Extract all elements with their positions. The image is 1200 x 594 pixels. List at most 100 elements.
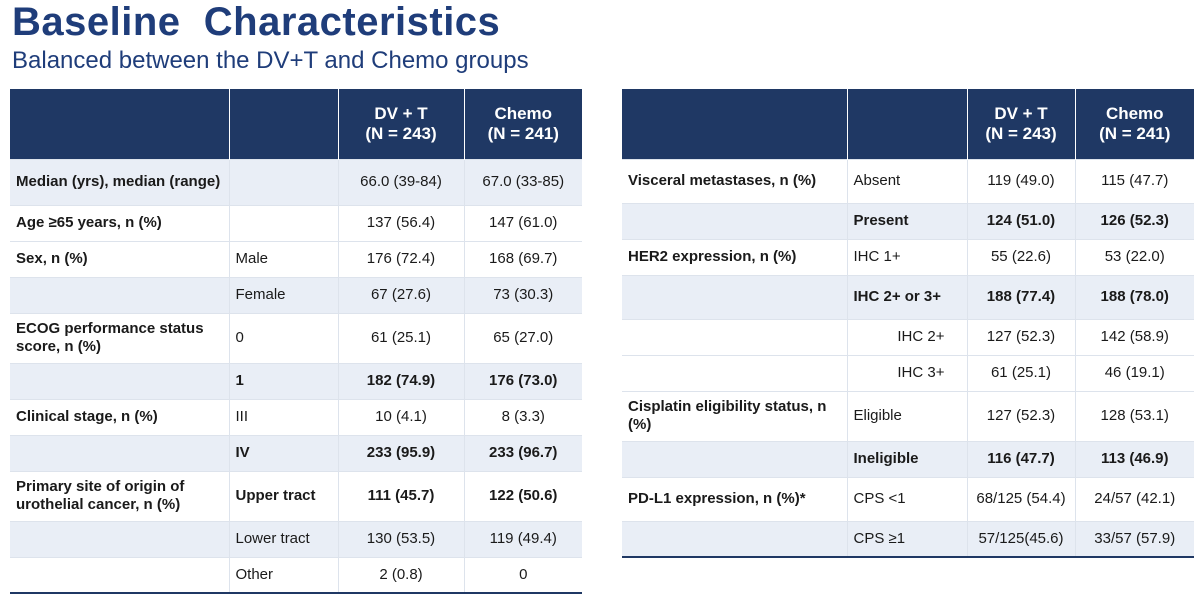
row-chemo-value: 122 (50.6): [463, 470, 582, 521]
table-row: Lower tract 130 (53.5) 119 (49.4): [10, 520, 582, 557]
row-category: IHC 1+: [846, 238, 967, 275]
row-label: ECOG performance status score, n (%): [10, 312, 229, 363]
slide-subtitle: Balanced between the DV+T and Chemo grou…: [12, 47, 529, 74]
row-chemo-value: 65 (27.0): [463, 312, 582, 363]
row-chemo-value: 33/57 (57.9): [1074, 520, 1194, 558]
row-label: [10, 434, 229, 471]
row-category: Female: [228, 276, 338, 313]
slide-title: Baseline Characteristics: [12, 0, 501, 44]
row-label: [622, 318, 847, 355]
row-chemo-value: 67.0 (33-85): [463, 158, 582, 205]
row-category: IHC 2+: [846, 318, 967, 355]
table-row: Other 2 (0.8) 0: [10, 556, 582, 594]
row-dvt-value: 119 (49.0): [966, 158, 1075, 203]
row-dvt-value: 188 (77.4): [966, 274, 1075, 319]
row-category: Upper tract: [228, 470, 338, 521]
row-dvt-value: 111 (45.7): [337, 470, 464, 521]
table-row: IHC 2+ 127 (52.3) 142 (58.9): [622, 318, 1194, 355]
header-chemo-n: (N = 241): [1099, 123, 1171, 143]
row-dvt-value: 2 (0.8): [337, 556, 464, 594]
row-dvt-value: 61 (25.1): [337, 312, 464, 363]
row-dvt-value: 176 (72.4): [337, 240, 464, 277]
row-chemo-value: 142 (58.9): [1074, 318, 1194, 355]
row-dvt-value: 66.0 (39-84): [337, 158, 464, 205]
table-row: Sex, n (%) Male 176 (72.4) 168 (69.7): [10, 240, 582, 277]
header-dvt-n: (N = 243): [365, 123, 437, 143]
header-dvt-name: DV + T: [374, 103, 428, 123]
row-dvt-value: 137 (56.4): [337, 204, 464, 241]
row-category: Male: [228, 240, 338, 277]
row-category: 0: [228, 312, 338, 363]
table-row: 1 182 (74.9) 176 (73.0): [10, 362, 582, 399]
table-row: ECOG performance status score, n (%) 0 61 …: [10, 312, 582, 363]
header-dvt: DV + T (N = 243): [337, 89, 464, 159]
header-category: [228, 89, 338, 159]
row-chemo-value: 176 (73.0): [463, 362, 582, 399]
row-dvt-value: 55 (22.6): [966, 238, 1075, 275]
row-label: Median (yrs), median (range): [10, 158, 229, 205]
row-chemo-value: 8 (3.3): [463, 398, 582, 435]
row-dvt-value: 10 (4.1): [337, 398, 464, 435]
row-category: Ineligible: [846, 440, 967, 477]
header-chemo-name: Chemo: [494, 103, 553, 123]
row-chemo-value: 0: [463, 556, 582, 594]
row-chemo-value: 119 (49.4): [463, 520, 582, 557]
row-category: Absent: [846, 158, 967, 203]
row-label: [622, 354, 847, 391]
row-category: Present: [846, 202, 967, 239]
row-category: IV: [228, 434, 338, 471]
row-dvt-value: 127 (52.3): [966, 318, 1075, 355]
header-characteristic: [10, 89, 229, 159]
row-chemo-value: 46 (19.1): [1074, 354, 1194, 391]
table-row: Ineligible 116 (47.7) 113 (46.9): [622, 440, 1194, 477]
row-chemo-value: 188 (78.0): [1074, 274, 1194, 319]
row-chemo-value: 73 (30.3): [463, 276, 582, 313]
table-row: Primary site of origin of urothelial can…: [10, 470, 582, 521]
table-row: HER2 expression, n (%) IHC 1+ 55 (22.6) 53 …: [622, 238, 1194, 275]
table-header-row: DV + T (N = 243) Chemo (N = 241): [10, 89, 582, 159]
row-category: IHC 2+ or 3+: [846, 274, 967, 319]
row-dvt-value: 233 (95.9): [337, 434, 464, 471]
row-category: Eligible: [846, 390, 967, 441]
row-chemo-value: 24/57 (42.1): [1074, 476, 1194, 521]
row-dvt-value: 127 (52.3): [966, 390, 1075, 441]
row-dvt-value: 130 (53.5): [337, 520, 464, 557]
row-label: [10, 556, 229, 594]
row-category: [228, 158, 338, 205]
header-chemo: Chemo (N = 241): [1074, 89, 1194, 159]
row-chemo-value: 168 (69.7): [463, 240, 582, 277]
row-label: Cisplatin eligibility status, n (%): [622, 390, 847, 441]
row-chemo-value: 113 (46.9): [1074, 440, 1194, 477]
header-dvt-name: DV + T: [994, 103, 1048, 123]
header-chemo-name: Chemo: [1105, 103, 1164, 123]
table-row: Clinical stage, n (%) III 10 (4.1) 8 (3.3): [10, 398, 582, 435]
table-row: Median (yrs), median (range) 66.0 (39-84)…: [10, 158, 582, 205]
baseline-table-left: DV + T (N = 243) Chemo (N = 241) Median (y…: [10, 89, 582, 594]
table-row: IHC 3+ 61 (25.1) 46 (19.1): [622, 354, 1194, 391]
header-characteristic: [622, 89, 847, 159]
table-row: IV 233 (95.9) 233 (96.7): [10, 434, 582, 471]
row-chemo-value: 115 (47.7): [1074, 158, 1194, 203]
header-chemo: Chemo (N = 241): [463, 89, 582, 159]
row-category: CPS ≥1: [846, 520, 967, 558]
row-chemo-value: 128 (53.1): [1074, 390, 1194, 441]
row-chemo-value: 147 (61.0): [463, 204, 582, 241]
row-label: [622, 440, 847, 477]
row-chemo-value: 126 (52.3): [1074, 202, 1194, 239]
table-row: Age ≥65 years, n (%) 137 (56.4) 147 (61.0): [10, 204, 582, 241]
row-category: CPS <1: [846, 476, 967, 521]
row-label: Primary site of origin of urothelial can…: [10, 470, 229, 521]
row-dvt-value: 67 (27.6): [337, 276, 464, 313]
row-label: Clinical stage, n (%): [10, 398, 229, 435]
table-row: Female 67 (27.6) 73 (30.3): [10, 276, 582, 313]
row-label: [10, 362, 229, 399]
row-dvt-value: 182 (74.9): [337, 362, 464, 399]
table-row: Present 124 (51.0) 126 (52.3): [622, 202, 1194, 239]
row-label: [622, 274, 847, 319]
row-category: III: [228, 398, 338, 435]
row-chemo-value: 233 (96.7): [463, 434, 582, 471]
row-dvt-value: 57/125(45.6): [966, 520, 1075, 558]
table-row: Cisplatin eligibility status, n (%) Eligi…: [622, 390, 1194, 441]
header-dvt: DV + T (N = 243): [966, 89, 1075, 159]
row-label: Visceral metastases, n (%): [622, 158, 847, 203]
